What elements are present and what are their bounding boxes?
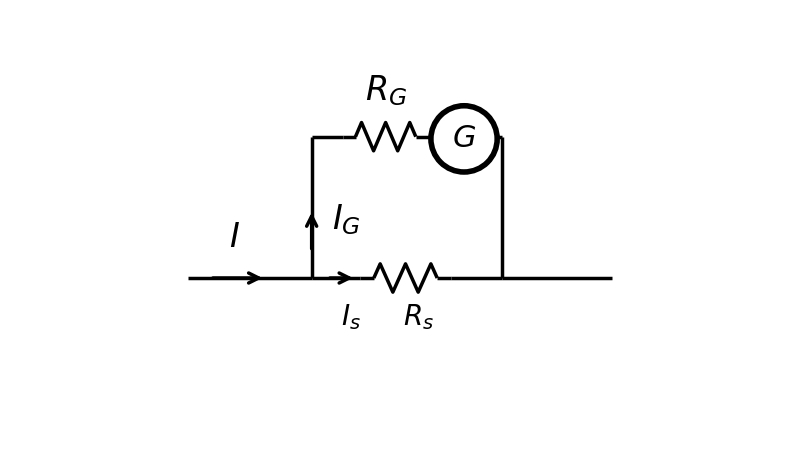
Text: $I$: $I$ [229, 222, 240, 254]
Text: $R_s$: $R_s$ [403, 302, 434, 332]
Text: $G$: $G$ [452, 123, 476, 154]
Text: $I_G$: $I_G$ [331, 202, 360, 237]
Text: $R_G$: $R_G$ [365, 73, 406, 108]
Text: $I_s$: $I_s$ [342, 302, 362, 332]
